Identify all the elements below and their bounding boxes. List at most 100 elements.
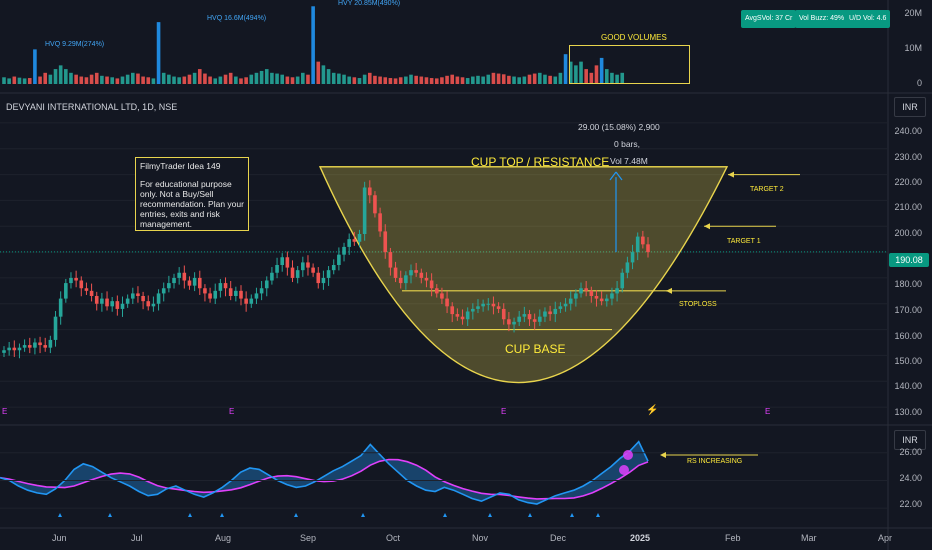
volume-bar: [74, 74, 78, 84]
candle-body: [641, 236, 645, 245]
volume-bar: [192, 72, 197, 84]
target-1-label: TARGET 1: [727, 238, 761, 245]
idea-note-title: FilmyTrader Idea 149: [140, 161, 221, 171]
volume-bar: [161, 72, 166, 84]
candle-body: [254, 293, 259, 299]
candle-body: [331, 265, 336, 271]
volume-bar: [476, 75, 480, 84]
candle-body: [48, 339, 53, 348]
volume-bar: [280, 74, 285, 84]
earnings-marker-3[interactable]: E: [501, 407, 507, 416]
volume-bar: [429, 78, 434, 84]
candle-body: [17, 347, 22, 351]
candle-body: [234, 290, 238, 296]
stoploss-arrow-head: [666, 287, 672, 294]
volume-bar: [326, 69, 331, 84]
rs-fill: [0, 441, 648, 504]
candle-body: [486, 303, 491, 305]
candle-body: [538, 316, 542, 322]
volume-bar: [471, 76, 475, 84]
candle-body: [275, 265, 279, 273]
candle-body: [507, 319, 511, 325]
candle-body: [522, 314, 527, 317]
volume-bar: [589, 72, 594, 84]
volume-bar: [58, 65, 63, 84]
candle-body: [177, 272, 181, 278]
rs-low-marker: [488, 513, 492, 517]
rs-currency-selector[interactable]: INR: [894, 430, 926, 450]
candle-body: [367, 187, 372, 196]
volume-bar: [290, 77, 295, 84]
candle-body: [471, 308, 475, 312]
volume-bar: [311, 6, 315, 85]
volume-bar: [455, 76, 460, 84]
earnings-marker-4[interactable]: E: [765, 407, 771, 416]
rs-low-marker: [188, 513, 192, 517]
volume-bar: [275, 73, 279, 84]
vol-buzz-badge: Vol Buzz: 49%: [795, 10, 849, 28]
volume-bar: [2, 77, 6, 84]
volume-bar: [94, 72, 99, 84]
candle-body: [424, 277, 429, 281]
rs-high-marker: [619, 465, 629, 475]
currency-selector[interactable]: INR: [894, 97, 926, 117]
volume-bar: [594, 65, 599, 84]
hvq-annotation-2: HVQ 16.6M(494%): [207, 15, 267, 22]
candle-body: [326, 270, 331, 278]
volume-bar: [218, 76, 223, 84]
vol-axis-0: 0: [916, 78, 922, 88]
volume-bar: [264, 69, 269, 84]
x-tick-apr: Apr: [878, 533, 893, 543]
volume-bar: [445, 75, 449, 84]
volume-bar: [120, 76, 125, 84]
candle-body: [398, 277, 403, 284]
volume-bar: [404, 76, 408, 84]
volume-bar: [393, 78, 398, 84]
candle-body: [141, 296, 145, 302]
volume-bar: [450, 74, 455, 84]
volume-bar: [496, 73, 501, 84]
volume-bar: [548, 75, 552, 84]
x-tick-2025: 2025: [630, 533, 651, 543]
volume-bar: [89, 74, 94, 84]
candle-body: [156, 293, 161, 304]
volume-bar: [228, 72, 233, 84]
volume-bar: [409, 74, 413, 84]
candle-body: [445, 298, 449, 307]
candle-body: [568, 298, 573, 304]
volume-bar: [213, 78, 218, 84]
candle-body: [630, 252, 635, 263]
volume-bar: [501, 74, 506, 84]
earnings-marker-2[interactable]: E: [229, 407, 235, 416]
target-2-label: TARGET 2: [750, 186, 784, 193]
candle-body: [517, 316, 521, 322]
candle-body: [249, 298, 254, 304]
volume-bar: [208, 76, 212, 84]
cup-base-label: CUP BASE: [505, 342, 566, 356]
candle-body: [239, 290, 243, 299]
rs-tick-22: 22.00: [899, 499, 922, 509]
price-tick-160: 160.00: [894, 331, 922, 341]
vol-axis-20m: 20M: [904, 8, 922, 18]
candle-body: [404, 275, 408, 284]
candle-body: [182, 272, 187, 281]
volume-bar: [172, 76, 176, 84]
volume-bar: [69, 72, 73, 84]
idea-note-body: For educational purpose only. Not a Buy/…: [140, 179, 244, 229]
volume-bar: [543, 74, 547, 84]
rs-low-marker: [570, 513, 574, 517]
candle-body: [74, 277, 78, 281]
earnings-marker-1[interactable]: E: [2, 407, 8, 416]
candle-body: [203, 288, 207, 294]
candle-body: [89, 290, 94, 296]
volume-bar: [357, 78, 362, 84]
idea-note: FilmyTrader Idea 149 For educational pur…: [135, 157, 249, 231]
candle-body: [548, 311, 552, 315]
dividend-icon[interactable]: ⚡: [646, 405, 659, 416]
candle-body: [228, 288, 233, 296]
candle-body: [53, 316, 58, 340]
candle-body: [357, 234, 362, 242]
price-tick-170: 170.00: [894, 305, 922, 315]
